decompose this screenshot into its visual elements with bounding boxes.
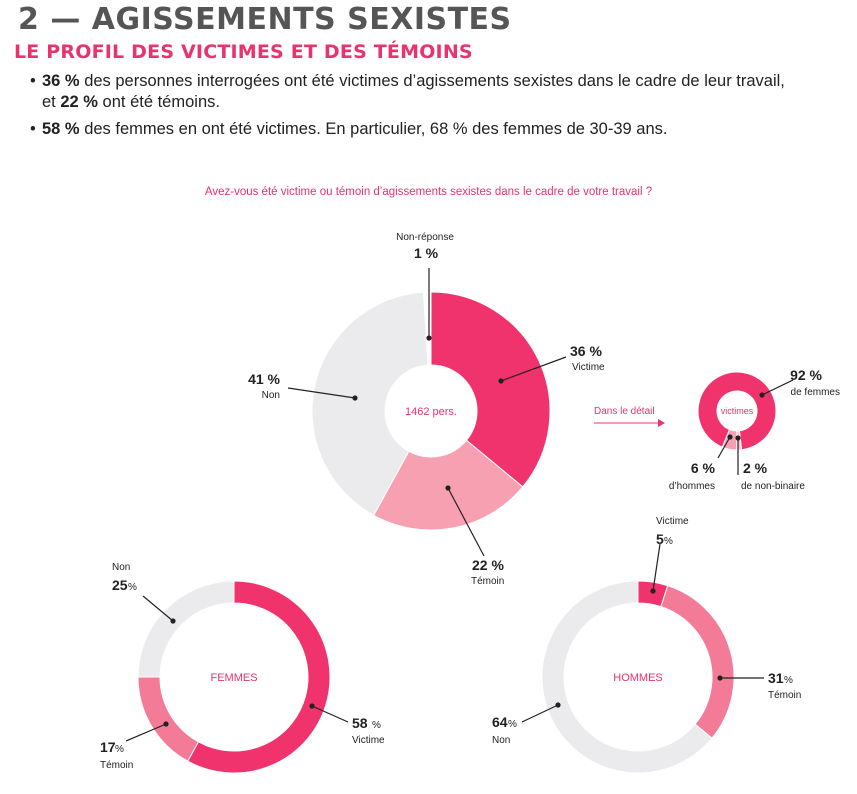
detail-value-femmes: 92 % [790,367,822,383]
total-leader-non-dot [352,395,358,401]
femmes-unit-victime: % [372,720,381,731]
hommes-leader-victime-dot [650,588,656,594]
hommes-value-temoin: 31 [768,670,784,686]
total-slice-temoin [372,439,524,531]
finding-text: et [42,93,61,111]
femmes-leader-temoin-dot [163,721,169,727]
total-slice-victime [430,291,551,488]
detail-arrow-head [658,419,665,427]
hommes-value-non: 64 [492,714,508,730]
hommes-leader-non-dot [555,702,561,708]
femmes-leader-victime-dot [309,703,315,709]
total-value-temoin: 22 % [472,557,504,573]
detail-value-hommes: 6 % [691,460,716,476]
hommes-leader-non [521,704,559,723]
finding-text: des femmes en ont été victimes. En parti… [79,120,668,138]
femmes-slice-non [137,580,235,678]
detail-leader-hommes [717,436,731,459]
femmes-value-victime: 58 [352,715,368,731]
femmes-slice-temoin [137,676,200,762]
total-value-nonreponse: 1 % [414,245,439,261]
total-value-victime: 36 % [570,343,602,359]
total-leader-non [287,387,356,399]
finding-text: des personnes interrogées ont été victim… [79,72,785,90]
survey-question: Avez-vous été victime ou témoin d’agisse… [204,186,653,198]
total-leader-victime [500,356,567,382]
detail-leader-femmes [761,379,794,396]
hommes-label-victime: Victime [656,516,689,527]
hommes-label-temoin: Témoin [768,690,801,701]
page-title: 2 — AGISSEMENTS SEXISTES [18,2,512,37]
femmes-unit-non: % [128,582,137,593]
hommes-unit-temoin: % [784,675,793,686]
femmes-center-label: FEMMES [210,672,257,684]
finding-percent: 22 % [60,93,98,111]
finding-text: ont été témoins. [97,93,220,111]
detail-label-femmes: de femmes [791,387,840,398]
hommes-slice-temoin [660,585,735,739]
femmes-leader-non [142,595,174,622]
hommes-value-victime: 5 [656,531,664,547]
page-subtitle: LE PROFIL DES VICTIMES ET DES TÉMOINS [14,41,473,63]
total-label-nonreponse: Non-réponse [396,232,454,243]
femmes-leader-victime [311,705,349,723]
finding-percent: 58 % [42,120,80,138]
key-findings-list: 36 % des personnes interrogées ont été v… [30,71,850,146]
hommes-center-label: HOMMES [613,672,663,684]
total-leader-victime-dot [498,378,504,384]
total-center-label: 1462 pers. [405,406,457,418]
detail-intro-label: Dans le détail [594,406,655,417]
detail-slice-de-femmes [697,371,777,451]
femmes-label-non: Non [112,562,130,573]
detail-leader-femmes-dot [759,392,765,398]
total-label-victime: Victime [572,362,605,373]
detail-label-hommes: d’hommes [669,481,715,492]
femmes-slice-victime [187,580,331,774]
finding-percent: 36 % [42,72,80,90]
detail-value-nonbinaire: 2 % [743,460,768,476]
total-label-temoin: Témoin [471,576,504,587]
femmes-leader-non-dot [170,618,176,624]
finding-item: 36 % des personnes interrogées ont été v… [30,71,850,113]
detail-leader-hommes-dot [727,434,733,440]
hommes-unit-non: % [508,719,517,730]
femmes-unit-temoin: % [115,744,124,755]
hommes-leader-victime [652,543,661,592]
finding-item: 58 % des femmes en ont été victimes. En … [30,119,850,140]
hommes-leader-temoin-dot [717,675,723,681]
detail-label-nonbinaire: de non-binaire [741,481,805,492]
femmes-leader-temoin [125,723,167,742]
total-leader-temoin-dot [445,485,451,491]
femmes-value-temoin: 17 [100,739,116,755]
total-value-non: 41 % [248,371,280,387]
detail-center-label: victimes [721,406,754,416]
femmes-label-temoin: Témoin [100,760,133,771]
total-leader-temoin [447,487,485,557]
femmes-label-victime: Victime [352,735,385,746]
femmes-value-non: 25 [112,577,128,593]
total-leader-nonreponse-dot [426,335,432,341]
detail-leader-nonbinaire-dot [735,435,741,441]
hommes-label-non: Non [492,735,510,746]
hommes-unit-victime: % [664,536,673,547]
hommes-slice-non [541,580,713,774]
total-label-non: Non [262,390,280,401]
total-slice-non [311,291,429,516]
